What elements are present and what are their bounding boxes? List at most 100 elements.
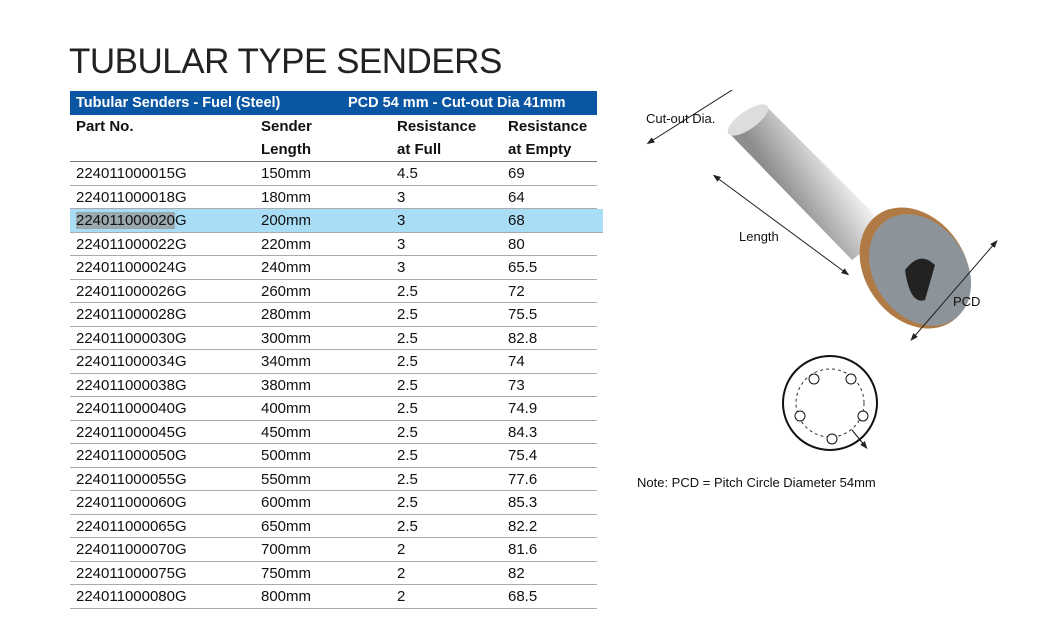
- cell-length: 600mm: [261, 494, 312, 511]
- cell-full: 2.5: [397, 494, 418, 511]
- cell-full: 2.5: [397, 400, 418, 417]
- table-row: 224011000018G 180mm 3 64: [70, 186, 597, 209]
- cell-length: 750mm: [261, 564, 312, 582]
- table-row: 224011000020G 200mm 3 68: [70, 209, 603, 233]
- table-row: 224011000050G 500mm 2.5 75.4: [70, 444, 597, 468]
- table-row: 224011000075G 750mm 2 82: [70, 562, 597, 585]
- cell-empty: 80: [508, 235, 525, 253]
- pcd-circle-diagram: [782, 355, 878, 451]
- cell-full: 3: [397, 259, 406, 276]
- cell-full: 3: [397, 188, 406, 206]
- cell-part: 224011000028G: [76, 306, 187, 323]
- cell-length: 220mm: [261, 235, 312, 253]
- table-row: 224011000015G 150mm 4.5 69: [70, 162, 597, 186]
- cell-empty: 77.6: [508, 470, 538, 488]
- cell-part: 224011000050G: [76, 447, 187, 464]
- cell-length: 200mm: [261, 212, 312, 229]
- table-row: 224011000060G 600mm 2.5 85.3: [70, 491, 597, 515]
- cell-length: 700mm: [261, 541, 312, 558]
- cell-empty: 68: [508, 212, 525, 229]
- cell-full: 2.5: [397, 306, 418, 323]
- cell-full: 2.5: [397, 470, 418, 488]
- cell-length: 300mm: [261, 329, 312, 347]
- cell-length: 800mm: [261, 588, 312, 605]
- cell-empty: 75.4: [508, 447, 538, 464]
- cell-empty: 82: [508, 564, 525, 582]
- table-row: 224011000022G 220mm 3 80: [70, 233, 597, 256]
- cell-length: 550mm: [261, 470, 312, 488]
- table-row: 224011000038G 380mm 2.5 73: [70, 374, 597, 397]
- cell-full: 2.5: [397, 423, 418, 441]
- header-resistance-full: Resistance at Full: [397, 118, 477, 158]
- cell-empty: 73: [508, 376, 525, 394]
- cell-length: 340mm: [261, 353, 312, 370]
- banner-left: Tubular Senders - Fuel (Steel): [76, 95, 281, 111]
- table-row: 224011000034G 340mm 2.5 74: [70, 350, 597, 374]
- cell-empty: 85.3: [508, 494, 538, 511]
- cell-length: 280mm: [261, 306, 312, 323]
- table-row: 224011000045G 450mm 2.5 84.3: [70, 421, 597, 444]
- table-row: 224011000024G 240mm 3 65.5: [70, 256, 597, 280]
- sender-photo: [727, 104, 972, 329]
- table-header: Part No. Sender Length Resistance at Full …: [70, 115, 597, 162]
- cell-empty: 81.6: [508, 541, 538, 558]
- cell-full: 2.5: [397, 282, 418, 300]
- cell-full: 2.5: [397, 353, 418, 370]
- cell-empty: 82.8: [508, 329, 538, 347]
- cell-length: 500mm: [261, 447, 312, 464]
- cell-part: 224011000060G: [76, 494, 187, 511]
- cell-part: 224011000065G: [76, 517, 187, 535]
- table-row: 224011000065G 650mm 2.5 82.2: [70, 515, 597, 538]
- cell-empty: 64: [508, 188, 525, 206]
- table-row: 224011000040G 400mm 2.5 74.9: [70, 397, 597, 421]
- cell-length: 450mm: [261, 423, 312, 441]
- cell-part: 224011000030G: [76, 329, 187, 347]
- cell-full: 3: [397, 235, 406, 253]
- cutout-label: Cut-out Dia.: [646, 111, 716, 126]
- cell-part: 224011000055G: [76, 470, 187, 488]
- cell-part: 224011000038G: [76, 376, 187, 394]
- cell-part: 224011000034G: [76, 353, 187, 370]
- table-row: 224011000070G 700mm 2 81.6: [70, 538, 597, 562]
- cell-part: 224011000026G: [76, 282, 187, 300]
- cell-full: 4.5: [397, 165, 418, 182]
- header-sender-length: Sender Length: [261, 118, 312, 158]
- cell-empty: 69: [508, 165, 525, 182]
- cell-empty: 68.5: [508, 588, 538, 605]
- cell-length: 150mm: [261, 165, 312, 182]
- cell-full: 2: [397, 588, 406, 605]
- cell-part: 224011000024G: [76, 259, 187, 276]
- sender-diagram: [646, 90, 998, 451]
- cell-part: 224011000040G: [76, 400, 187, 417]
- cutout-arrow: [646, 90, 744, 145]
- cell-length: 240mm: [261, 259, 312, 276]
- cell-part: 224011000022G: [76, 235, 187, 253]
- cell-empty: 65.5: [508, 259, 538, 276]
- cell-empty: 75.5: [508, 306, 538, 323]
- cell-empty: 84.3: [508, 423, 538, 441]
- cell-empty: 82.2: [508, 517, 538, 535]
- cell-part: 224011000070G: [76, 541, 187, 558]
- cell-full: 2: [397, 541, 406, 558]
- cell-full: 2.5: [397, 329, 418, 347]
- cell-full: 2.5: [397, 447, 418, 464]
- cell-part: 224011000045G: [76, 423, 187, 441]
- pcd-arrow: [910, 239, 998, 342]
- cell-part: 224011000015G: [76, 165, 187, 182]
- length-label: Length: [739, 229, 779, 244]
- senders-table: Tubular Senders - Fuel (Steel) PCD 54 mm…: [70, 91, 603, 609]
- cell-full: 2: [397, 564, 406, 582]
- table-row: 224011000026G 260mm 2.5 72: [70, 280, 597, 303]
- table-row: 224011000028G 280mm 2.5 75.5: [70, 303, 597, 327]
- cell-empty: 72: [508, 282, 525, 300]
- pcd-label: PCD: [953, 294, 981, 309]
- cell-length: 380mm: [261, 376, 312, 394]
- table-row: 224011000030G 300mm 2.5 82.8: [70, 327, 597, 350]
- banner-right: PCD 54 mm - Cut-out Dia 41mm: [348, 95, 566, 111]
- cell-empty: 74.9: [508, 400, 538, 417]
- cell-length: 650mm: [261, 517, 312, 535]
- header-part-no: Part No.: [76, 118, 134, 135]
- cell-full: 3: [397, 212, 406, 229]
- selected-text[interactable]: 224011000020: [76, 212, 175, 229]
- table-row: 224011000080G 800mm 2 68.5: [70, 585, 597, 609]
